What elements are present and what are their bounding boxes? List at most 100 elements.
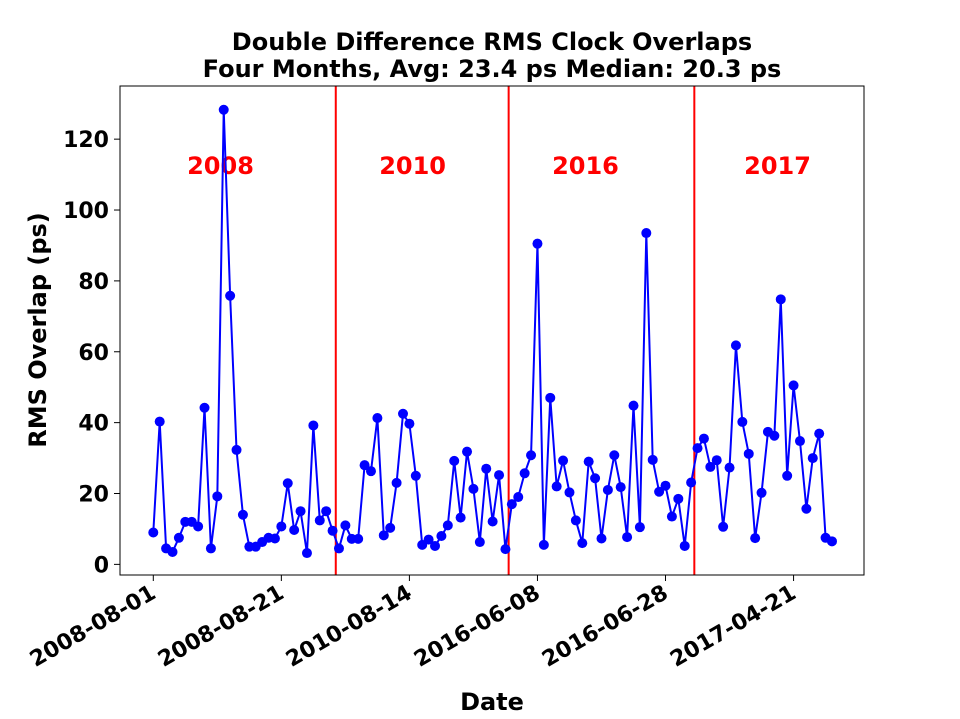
data-point bbox=[634, 522, 645, 533]
data-point bbox=[430, 540, 441, 551]
data-point bbox=[814, 428, 825, 439]
data-point bbox=[481, 463, 492, 474]
data-point bbox=[615, 482, 626, 493]
data-point bbox=[231, 444, 242, 455]
data-point bbox=[468, 483, 479, 494]
data-point bbox=[526, 450, 537, 461]
period-label-2017: 2017 bbox=[744, 152, 811, 180]
data-point bbox=[628, 400, 639, 411]
data-point bbox=[474, 537, 485, 548]
period-label-2008: 2008 bbox=[187, 152, 254, 180]
data-point bbox=[237, 509, 248, 520]
data-point bbox=[698, 433, 709, 444]
data-point bbox=[750, 533, 761, 544]
data-point bbox=[167, 546, 178, 557]
data-point bbox=[532, 238, 543, 249]
data-point bbox=[193, 521, 204, 532]
data-point bbox=[647, 454, 658, 465]
data-point bbox=[596, 533, 607, 544]
data-point bbox=[462, 446, 473, 457]
data-point bbox=[423, 534, 434, 545]
data-point bbox=[218, 104, 229, 115]
period-label-2010: 2010 bbox=[379, 152, 446, 180]
data-point bbox=[769, 430, 780, 441]
data-point bbox=[398, 408, 409, 419]
data-point bbox=[173, 532, 184, 543]
data-point bbox=[282, 478, 293, 489]
data-point bbox=[519, 468, 530, 479]
data-point bbox=[404, 418, 415, 429]
data-point bbox=[449, 455, 460, 466]
y-tick-label: 40 bbox=[78, 412, 109, 437]
data-point bbox=[359, 460, 370, 471]
data-point bbox=[583, 456, 594, 467]
data-point bbox=[269, 533, 280, 544]
data-point bbox=[788, 380, 799, 391]
data-point bbox=[276, 521, 287, 532]
data-point bbox=[365, 466, 376, 477]
data-point bbox=[436, 531, 447, 542]
data-point bbox=[705, 461, 716, 472]
data-point bbox=[301, 548, 312, 559]
data-point bbox=[148, 527, 159, 538]
data-point bbox=[327, 525, 338, 536]
data-point bbox=[385, 522, 396, 533]
data-point bbox=[295, 506, 306, 517]
data-point bbox=[199, 402, 210, 413]
data-point bbox=[737, 416, 748, 427]
data-point bbox=[205, 543, 216, 554]
data-point bbox=[513, 492, 524, 503]
data-point bbox=[391, 477, 402, 488]
data-point bbox=[609, 450, 620, 461]
data-point bbox=[500, 544, 511, 555]
data-point bbox=[545, 392, 556, 403]
y-tick-label: 20 bbox=[78, 483, 109, 508]
plot-frame bbox=[119, 85, 865, 576]
data-point bbox=[308, 420, 319, 431]
data-point bbox=[570, 515, 581, 526]
data-point bbox=[794, 436, 805, 447]
y-tick-label: 80 bbox=[78, 270, 109, 295]
y-axis: 0 20 40 60 80 100 120 bbox=[63, 128, 120, 578]
data-point bbox=[321, 506, 332, 517]
data-point bbox=[711, 455, 722, 466]
data-point bbox=[551, 481, 562, 492]
data-point bbox=[756, 487, 767, 498]
data-point bbox=[775, 294, 786, 305]
data-point bbox=[442, 520, 453, 531]
y-tick-label: 100 bbox=[63, 199, 109, 224]
period-label-2016: 2016 bbox=[552, 152, 619, 180]
data-point bbox=[353, 533, 364, 544]
data-point bbox=[826, 536, 837, 547]
data-point bbox=[577, 538, 588, 549]
data-point bbox=[724, 462, 735, 473]
data-point bbox=[410, 470, 421, 481]
data-point bbox=[666, 511, 677, 522]
data-point bbox=[494, 470, 505, 481]
data-point bbox=[314, 515, 325, 526]
x-axis-label: Date bbox=[460, 688, 524, 716]
data-point bbox=[730, 340, 741, 351]
data-point bbox=[455, 512, 466, 523]
data-point bbox=[686, 477, 697, 488]
data-point bbox=[679, 540, 690, 551]
y-tick-label: 120 bbox=[63, 128, 109, 153]
data-point bbox=[602, 484, 613, 495]
y-tick-label: 0 bbox=[94, 553, 109, 578]
data-point bbox=[654, 486, 665, 497]
data-point bbox=[154, 416, 165, 427]
data-point bbox=[718, 521, 729, 532]
data-point bbox=[807, 453, 818, 464]
data-point bbox=[590, 473, 601, 484]
data-point bbox=[558, 455, 569, 466]
chart-subtitle: Four Months, Avg: 23.4 ps Median: 20.3 p… bbox=[203, 55, 782, 83]
data-point bbox=[506, 499, 517, 510]
data-point bbox=[289, 524, 300, 535]
data-point bbox=[372, 413, 383, 424]
plot-area: 2008 2010 2016 2017 bbox=[148, 86, 837, 575]
data-point bbox=[378, 530, 389, 541]
data-point bbox=[538, 539, 549, 550]
chart-title: Double Difference RMS Clock Overlaps bbox=[232, 28, 752, 56]
